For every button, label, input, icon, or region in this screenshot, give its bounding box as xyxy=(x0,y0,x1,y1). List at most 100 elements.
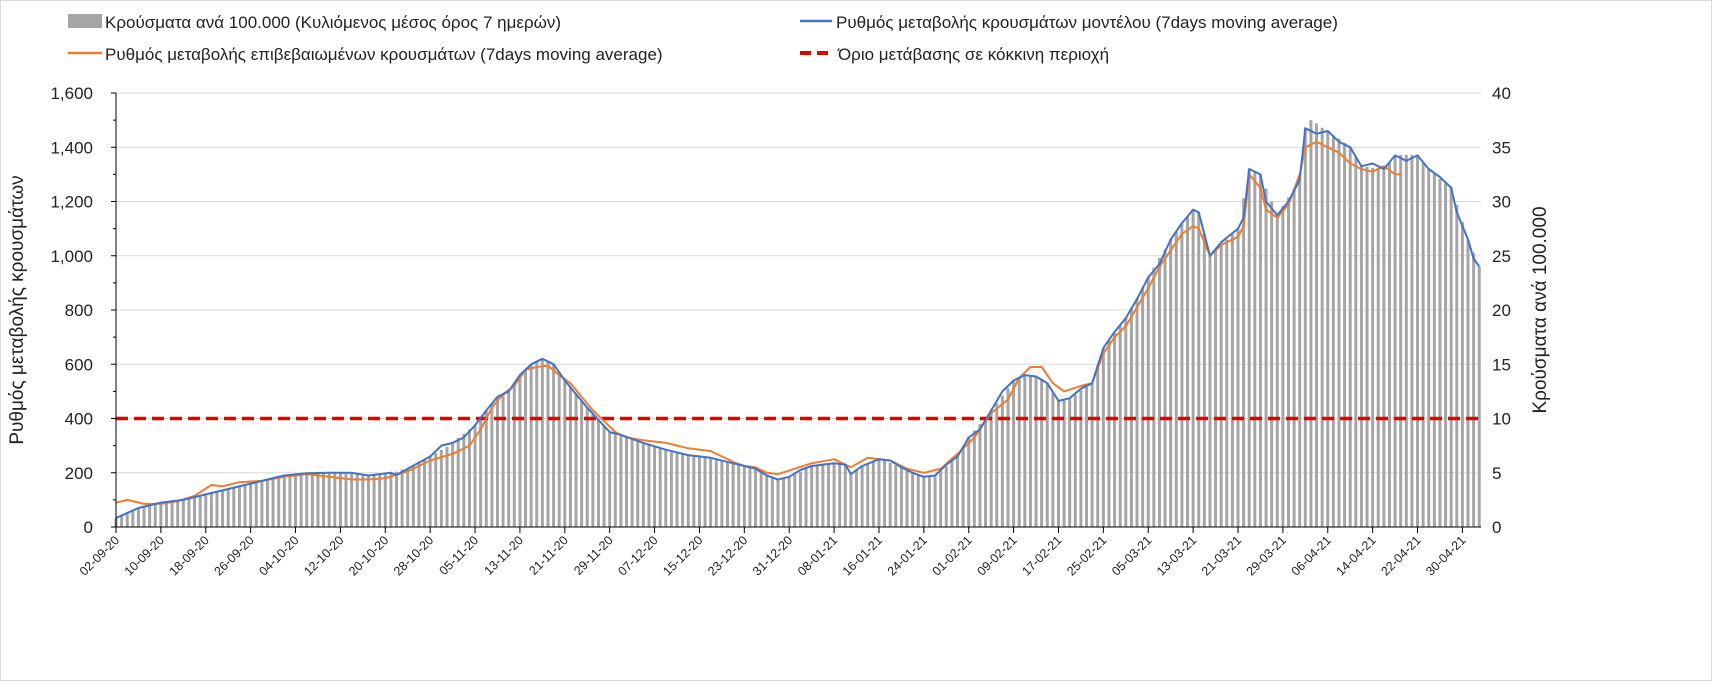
y-left-tick-label: 400 xyxy=(65,410,93,429)
bar xyxy=(473,425,477,527)
bar xyxy=(821,465,825,527)
bar xyxy=(1466,239,1470,527)
bar xyxy=(838,464,842,527)
bar xyxy=(389,472,393,527)
bar xyxy=(899,467,903,527)
bar xyxy=(1163,249,1167,528)
bar xyxy=(855,469,859,527)
bar xyxy=(395,471,398,527)
bar xyxy=(686,455,690,527)
bar xyxy=(602,426,606,527)
bar xyxy=(411,465,415,527)
bar xyxy=(170,500,174,527)
bar xyxy=(372,474,376,527)
bar xyxy=(136,507,140,527)
bar xyxy=(1410,154,1414,527)
bar xyxy=(282,474,286,527)
bar xyxy=(1124,317,1128,527)
bar xyxy=(1219,244,1223,527)
bar xyxy=(181,499,185,527)
bar xyxy=(1157,257,1161,527)
bar xyxy=(804,468,808,527)
bar xyxy=(1292,188,1296,528)
bar xyxy=(1141,287,1145,527)
bar xyxy=(467,429,471,527)
bar xyxy=(1169,239,1173,527)
bar xyxy=(557,371,561,527)
y-left-tick-label: 0 xyxy=(84,518,93,537)
bar xyxy=(148,505,152,527)
bar xyxy=(204,494,208,527)
y-left-tick-label: 1,400 xyxy=(50,138,93,157)
y-left-tick-label: 600 xyxy=(65,355,93,374)
bar xyxy=(1051,392,1055,527)
bar xyxy=(883,460,887,527)
bar xyxy=(664,449,668,527)
bar xyxy=(585,407,589,527)
bar xyxy=(669,451,673,527)
bar xyxy=(1331,135,1335,527)
bar xyxy=(776,479,780,527)
bar xyxy=(260,480,264,527)
bar xyxy=(125,512,129,527)
y-right-tick-label: 40 xyxy=(1492,84,1511,103)
bar xyxy=(1460,222,1464,528)
bar xyxy=(1146,277,1150,527)
y-right-tick-label: 35 xyxy=(1492,138,1511,157)
y-right-tick-label: 20 xyxy=(1492,301,1511,320)
bar xyxy=(1085,387,1089,527)
bar xyxy=(294,473,298,527)
bar xyxy=(456,438,460,527)
bar xyxy=(350,472,354,527)
y-right-tick-label: 5 xyxy=(1492,464,1501,483)
bar xyxy=(164,502,168,527)
bar xyxy=(243,484,247,527)
bar xyxy=(1421,162,1425,527)
bar xyxy=(1354,157,1358,527)
bar xyxy=(153,504,157,527)
bar xyxy=(630,439,634,527)
bar xyxy=(406,468,410,527)
bar xyxy=(1000,395,1004,527)
bar xyxy=(568,387,572,527)
bar xyxy=(1309,120,1313,527)
bar xyxy=(1045,382,1049,527)
bar xyxy=(142,506,146,527)
bar xyxy=(288,474,292,527)
bar xyxy=(546,360,550,527)
bar xyxy=(176,500,180,527)
bar xyxy=(1034,376,1038,527)
bar xyxy=(316,472,320,527)
bar xyxy=(1023,375,1027,527)
bar xyxy=(1056,401,1060,527)
bar xyxy=(1096,365,1100,527)
bar xyxy=(681,454,685,527)
bar xyxy=(939,470,943,527)
bar xyxy=(1427,168,1431,527)
bar xyxy=(697,456,701,527)
bar-series xyxy=(114,120,1481,528)
bar xyxy=(810,466,814,527)
bar xyxy=(1387,162,1391,527)
bar xyxy=(193,496,197,527)
bar xyxy=(1197,212,1201,527)
bar xyxy=(1264,188,1268,528)
bar xyxy=(1040,379,1044,527)
bar xyxy=(1393,154,1397,527)
bar xyxy=(1438,178,1442,527)
bar xyxy=(950,460,954,527)
bar xyxy=(484,410,488,527)
y-left-tick-label: 1,000 xyxy=(50,247,93,266)
bar xyxy=(1073,394,1077,527)
bar xyxy=(1281,205,1285,527)
bar xyxy=(580,401,584,527)
bar xyxy=(232,487,236,527)
bar xyxy=(120,516,124,527)
bar xyxy=(1286,197,1290,527)
bar xyxy=(619,434,623,527)
bar xyxy=(417,461,421,527)
bar xyxy=(653,446,657,527)
bar xyxy=(894,465,898,527)
line-series xyxy=(115,127,1481,519)
